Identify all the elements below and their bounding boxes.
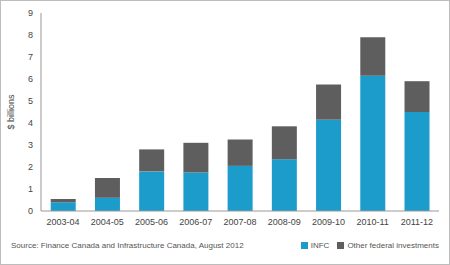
svg-text:2003-04: 2003-04 — [47, 217, 80, 227]
svg-text:7: 7 — [28, 52, 33, 62]
svg-text:9: 9 — [28, 8, 33, 18]
html-text:INFC: INFC — [310, 241, 330, 250]
svg-text:3: 3 — [28, 140, 33, 150]
svg-text:$ billions: $ billions — [8, 94, 16, 130]
svg-text:2011-12: 2011-12 — [401, 217, 433, 227]
svg-text:2: 2 — [28, 162, 33, 172]
svg-text:2008-09: 2008-09 — [268, 217, 301, 227]
svg-text:2004-05: 2004-05 — [91, 217, 124, 227]
svg-text:8: 8 — [28, 30, 33, 40]
svg-text:6: 6 — [28, 74, 33, 84]
svg-text:4: 4 — [28, 118, 33, 128]
html-text:Other federal investments: Other federal investments — [347, 241, 439, 250]
svg-text:1: 1 — [28, 184, 33, 194]
svg-text:2007-08: 2007-08 — [223, 217, 256, 227]
svg-text:0: 0 — [28, 206, 33, 216]
svg-text:2006-07: 2006-07 — [179, 217, 212, 227]
svg-text:5: 5 — [28, 96, 33, 106]
svg-text:2005-06: 2005-06 — [135, 217, 168, 227]
html-text:Source: Finance Canada and Inf: Source: Finance Canada and Infrastructur… — [11, 241, 244, 250]
svg-text:2009-10: 2009-10 — [312, 217, 345, 227]
svg-text:2010-11: 2010-11 — [356, 217, 388, 227]
